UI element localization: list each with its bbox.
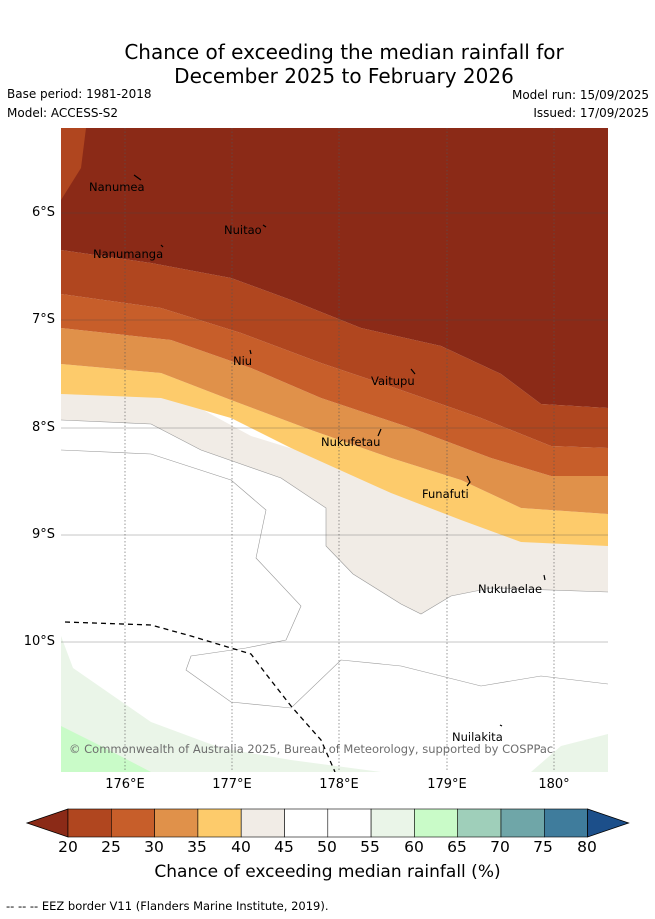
band-45-50 <box>61 394 608 614</box>
lat-tick: 7°S <box>31 312 55 327</box>
eez-border <box>64 621 336 772</box>
colorbar-segment <box>67 808 112 838</box>
model-run: Model run: 15/09/2025 <box>511 88 649 102</box>
rainfall-map: Nanumea Nuitao Nanumanga Niu Vaitupu Nuk… <box>61 128 608 772</box>
lon-tick: 179°E <box>427 777 467 792</box>
colorbar-extension-high <box>587 808 630 838</box>
lat-tick: 8°S <box>31 420 55 435</box>
colorbar-label: 20 <box>58 838 78 856</box>
colorbar <box>25 808 630 838</box>
lon-tick: 180° <box>538 777 570 792</box>
colorbar-label: 45 <box>274 838 294 856</box>
place-label: Funafuti <box>422 487 469 501</box>
place-label: Nanumanga <box>93 247 164 261</box>
colorbar-segment <box>457 808 502 838</box>
model-name: Model: ACCESS-S2 <box>7 106 119 120</box>
band-20-25 <box>61 128 608 408</box>
colorbar-label: 80 <box>577 838 597 856</box>
colorbar-label: 75 <box>533 838 553 856</box>
band-55-60-east <box>531 734 608 772</box>
lat-lines <box>61 212 608 643</box>
lat-tick: 9°S <box>31 527 55 542</box>
colorbar-label: 40 <box>231 838 251 856</box>
colorbar-segment <box>414 808 458 838</box>
contour-line-1 <box>61 449 608 709</box>
colorbar-extension-low <box>25 808 69 838</box>
lon-tick: 178°E <box>319 777 359 792</box>
colorbar-segment <box>154 808 199 838</box>
colorbar-label: 30 <box>144 838 164 856</box>
band-25-30 <box>61 250 608 448</box>
band-40-45 <box>61 364 608 546</box>
lon-tick: 177°E <box>212 777 252 792</box>
place-label: Nanumea <box>89 180 145 194</box>
base-period: Base period: 1981-2018 <box>7 87 152 101</box>
title-line-1: Chance of exceeding the median rainfall … <box>124 40 564 64</box>
place-label: Nuitao <box>224 223 262 237</box>
copyright-notice: © Commonwealth of Australia 2025, Bureau… <box>69 742 554 756</box>
place-label: Niu <box>233 354 253 368</box>
colorbar-segment <box>327 808 372 838</box>
map-canvas <box>61 128 608 772</box>
island-marks <box>133 174 546 727</box>
colorbar-label: 25 <box>101 838 121 856</box>
place-label: Nukulaelae <box>478 582 543 596</box>
place-label: Vaitupu <box>371 374 415 388</box>
lat-tick: 10°S <box>23 634 55 649</box>
place-label: Nuilakita <box>452 730 503 744</box>
title-line-2: December 2025 to February 2026 <box>174 64 514 88</box>
colorbar-label: 35 <box>187 838 207 856</box>
lon-tick: 176°E <box>105 777 145 792</box>
lat-tick: 6°S <box>31 205 55 220</box>
colorbar-segment <box>240 808 285 838</box>
band-35-40 <box>61 328 608 514</box>
issued-date: Issued: 17/09/2025 <box>533 106 649 120</box>
colorbar-segment <box>500 808 545 838</box>
contour-line-2 <box>61 419 608 615</box>
colorbar-label: 70 <box>490 838 510 856</box>
grid-lines <box>124 128 555 772</box>
band-55-60 <box>61 636 381 772</box>
place-label: Nukufetau <box>321 435 381 449</box>
colorbar-label: 55 <box>360 838 380 856</box>
colorbar-segment <box>284 808 329 838</box>
map-title: Chance of exceeding the median rainfall … <box>0 40 655 88</box>
colorbar-label: 60 <box>404 838 424 856</box>
colorbar-segment <box>543 808 588 838</box>
colorbar-label: 65 <box>447 838 467 856</box>
colorbar-segment <box>197 808 242 838</box>
colorbar-label: 50 <box>317 838 337 856</box>
band-30-35 <box>61 294 608 476</box>
band-60-65 <box>61 726 151 772</box>
eez-footnote: -- -- -- EEZ border V11 (Flanders Marine… <box>6 899 329 913</box>
colorbar-segment <box>370 808 415 838</box>
colorbar-title: Chance of exceeding median rainfall (%) <box>154 862 501 882</box>
colorbar-segment <box>111 808 155 838</box>
band-25-30-nw <box>61 128 86 200</box>
